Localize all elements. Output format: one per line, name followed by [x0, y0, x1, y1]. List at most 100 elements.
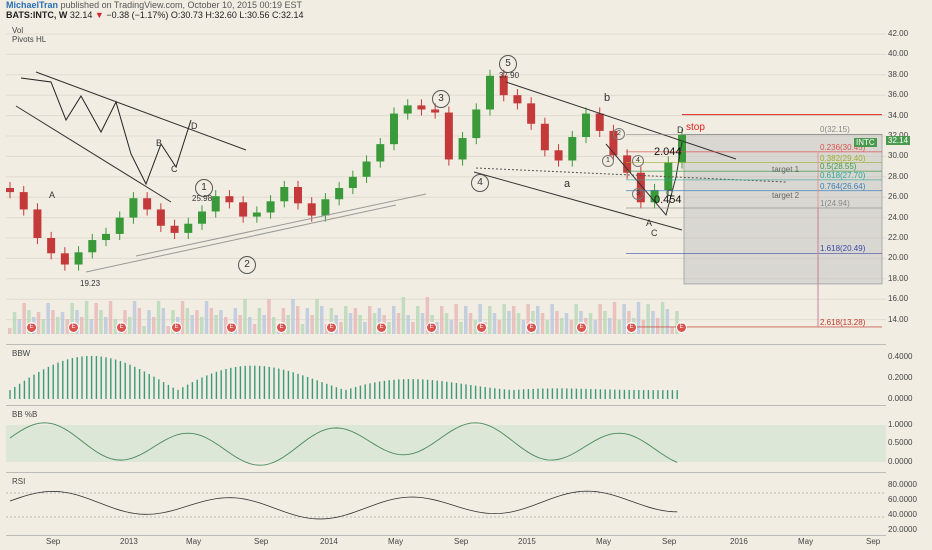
time-axis[interactable]: Sep 2013 May Sep 2014 May Sep 2015 May Sep 2016 May… [6, 536, 886, 550]
earnings-marker-icon[interactable]: E [26, 322, 37, 333]
bbpb-pane[interactable]: BB %B [6, 406, 886, 473]
earnings-marker-icon[interactable]: E [171, 322, 182, 333]
volume-bar [478, 304, 482, 334]
volume-bar [502, 304, 506, 334]
volume-bar [603, 311, 607, 334]
time-tick: May [388, 537, 404, 546]
candle-body [294, 187, 302, 204]
candle-body [513, 95, 522, 104]
earnings-marker-icon[interactable]: E [326, 322, 337, 333]
candle-body [348, 176, 357, 189]
time-tick: 2014 [320, 537, 338, 546]
earnings-marker-icon[interactable]: E [426, 322, 437, 333]
time-tick: May [596, 537, 612, 546]
price-tick: 22.00 [888, 233, 909, 242]
candle-body [595, 113, 604, 131]
candle-body [102, 233, 110, 241]
subwave-2-circle: 2 [613, 128, 625, 140]
bbpb-line [9, 422, 678, 466]
earnings-marker-icon[interactable]: E [526, 322, 537, 333]
price-pane[interactable]: Vol Pivots HL A B C D a b A C C D 3 5 4 … [6, 22, 886, 345]
price-tick: 26.00 [888, 192, 909, 202]
earnings-marker-icon[interactable]: E [626, 322, 637, 333]
indicator-vol[interactable]: Vol [12, 26, 24, 35]
time-tick: 2016 [730, 537, 748, 546]
volume-bar [660, 302, 665, 334]
volume-bar [377, 308, 382, 334]
bbw-pane[interactable]: BBW [6, 345, 886, 406]
rsi-tick: 80.0000 [888, 480, 917, 489]
volume-bar [507, 311, 511, 334]
volume-bar [540, 313, 545, 334]
fib-label: 0.618(27.70) [820, 170, 866, 180]
candle-body [252, 212, 261, 217]
candle-body [609, 130, 618, 156]
volume-bar [75, 310, 79, 334]
bbpb-title[interactable]: BB %B [12, 410, 38, 419]
channel-line [473, 171, 683, 231]
price-axis[interactable]: 42.00 40.00 38.00 36.00 34.00 32.00 30.00 28.00… [886, 22, 932, 344]
volume-bar [372, 313, 377, 334]
volume-bar [329, 308, 334, 334]
wave-label-C: C [171, 164, 178, 174]
channel-line [35, 71, 247, 151]
volume-bar [209, 308, 214, 334]
volume-bar [180, 301, 185, 334]
price-chart[interactable] [6, 22, 886, 344]
volume-bar [473, 320, 478, 334]
fib-label: 2.618(13.28) [820, 317, 866, 327]
volume-bar [387, 322, 391, 334]
indicator-pivots[interactable]: Pivots HL [12, 35, 47, 44]
publish-info: published on TradingView.com, October 10… [60, 0, 303, 10]
price-tick: 24.00 [888, 212, 909, 222]
volume-bar [233, 308, 238, 334]
wave-label-b: b [604, 92, 611, 104]
earnings-marker-icon[interactable]: E [576, 322, 587, 333]
volume-bar [339, 322, 343, 334]
volume-bar [147, 310, 151, 334]
volume-bar [617, 320, 622, 334]
earnings-marker-icon[interactable]: E [116, 322, 127, 333]
volume-bar [315, 299, 319, 334]
volume-bar [392, 306, 396, 334]
volume-bar [84, 301, 89, 334]
earnings-marker-icon[interactable]: E [226, 322, 237, 333]
bbpb-tick: 0.0000 [888, 457, 913, 466]
volume-bar [195, 310, 199, 334]
candle-body [184, 223, 193, 233]
volume-bar [104, 317, 108, 334]
volume-bar [636, 302, 641, 334]
volume-bar [219, 310, 223, 334]
volume-bar [267, 299, 271, 334]
time-tick: May [186, 537, 202, 546]
earnings-marker-icon[interactable]: E [376, 322, 387, 333]
rsi-tick: 20.0000 [888, 525, 917, 534]
volume-bar [555, 311, 559, 334]
earnings-marker-icon[interactable]: E [68, 322, 79, 333]
rsi-pane[interactable]: RSI [6, 473, 886, 536]
volume-bar [272, 317, 276, 334]
candle-body [115, 217, 124, 234]
volume-bar [200, 317, 204, 334]
earnings-marker-icon[interactable]: E [476, 322, 487, 333]
earnings-marker-icon[interactable]: E [676, 322, 687, 333]
volume-bar [8, 328, 12, 334]
time-tick: Sep [866, 537, 881, 546]
candle-body [156, 209, 165, 226]
candle-body [636, 172, 645, 203]
fib-label: 1(24.94) [820, 199, 850, 208]
wave-4-circle: 4 [471, 174, 489, 192]
author-link[interactable]: MichaelTran [6, 0, 59, 10]
bbw-title[interactable]: BBW [12, 349, 31, 358]
bbpb-tick: 0.5000 [888, 438, 913, 447]
candle-body [47, 238, 56, 254]
rsi-tick: 60.0000 [888, 495, 917, 504]
stop-label: stop [686, 122, 705, 133]
candle-body [568, 137, 577, 161]
rsi-chart [6, 490, 886, 520]
rsi-title[interactable]: RSI [12, 477, 26, 486]
volume-bar [128, 317, 132, 334]
earnings-marker-icon[interactable]: E [276, 322, 287, 333]
volume-bar [569, 320, 574, 334]
volume-bar [492, 313, 497, 334]
